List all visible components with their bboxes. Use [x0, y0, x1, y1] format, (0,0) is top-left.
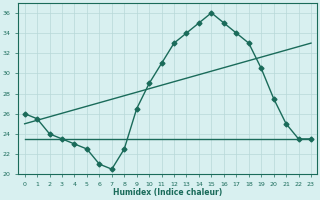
X-axis label: Humidex (Indice chaleur): Humidex (Indice chaleur) — [113, 188, 222, 197]
